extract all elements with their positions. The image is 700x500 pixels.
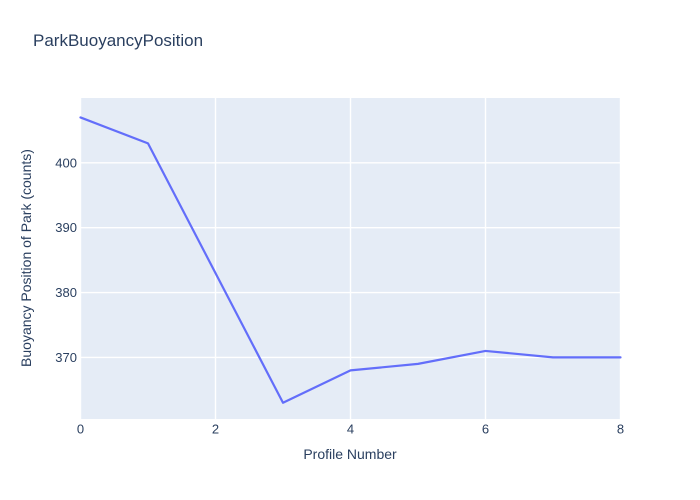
- x-tick-label: 6: [482, 422, 489, 437]
- y-tick-label: 390: [55, 220, 77, 235]
- data-series-line: [79, 116, 622, 404]
- y-axis-title: Buoyancy Position of Park (counts): [18, 149, 34, 367]
- x-tick-label: 8: [617, 422, 624, 437]
- x-tick-label: 4: [347, 422, 354, 437]
- x-axis-title: Profile Number: [303, 446, 397, 462]
- y-tick-label: 370: [55, 350, 77, 365]
- y-tick-label: 400: [55, 155, 77, 170]
- y-tick-label: 380: [55, 285, 77, 300]
- chart-title: ParkBuoyancyPosition: [33, 31, 204, 50]
- x-tick-label: 2: [212, 422, 219, 437]
- x-tick-label: 0: [77, 422, 84, 437]
